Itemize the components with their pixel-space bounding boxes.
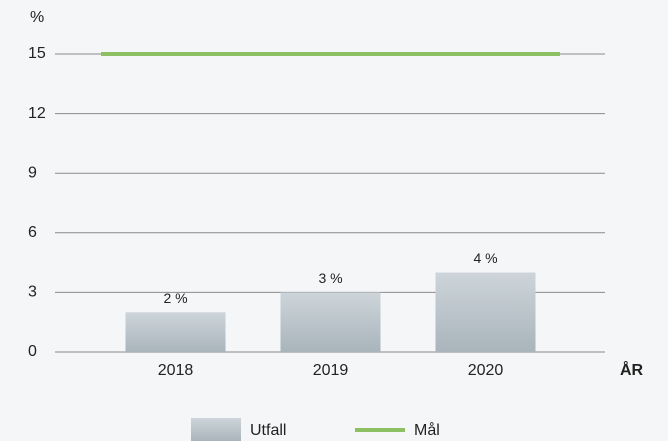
y-axis-label: % [30, 9, 44, 26]
x-tick-label: 2020 [468, 362, 504, 379]
x-tick-label: 2019 [313, 362, 349, 379]
x-tick-label: 2018 [158, 362, 194, 379]
y-tick-label: 12 [28, 105, 46, 122]
data-label: 4 % [473, 250, 497, 266]
y-tick-label: 0 [28, 343, 37, 360]
y-tick-label: 15 [28, 45, 46, 62]
data-label: 3 % [318, 270, 342, 286]
bar [435, 272, 536, 352]
legend-swatch [191, 418, 241, 441]
bar [280, 292, 381, 352]
data-label: 2 % [163, 290, 187, 306]
legend-label: Utfall [250, 422, 286, 439]
y-tick-label: 9 [28, 164, 37, 181]
y-tick-label: 3 [28, 284, 37, 301]
y-tick-label: 6 [28, 224, 37, 241]
bar [125, 312, 226, 352]
x-axis-label: ÅR [620, 360, 644, 379]
legend-label: Mål [414, 421, 440, 439]
